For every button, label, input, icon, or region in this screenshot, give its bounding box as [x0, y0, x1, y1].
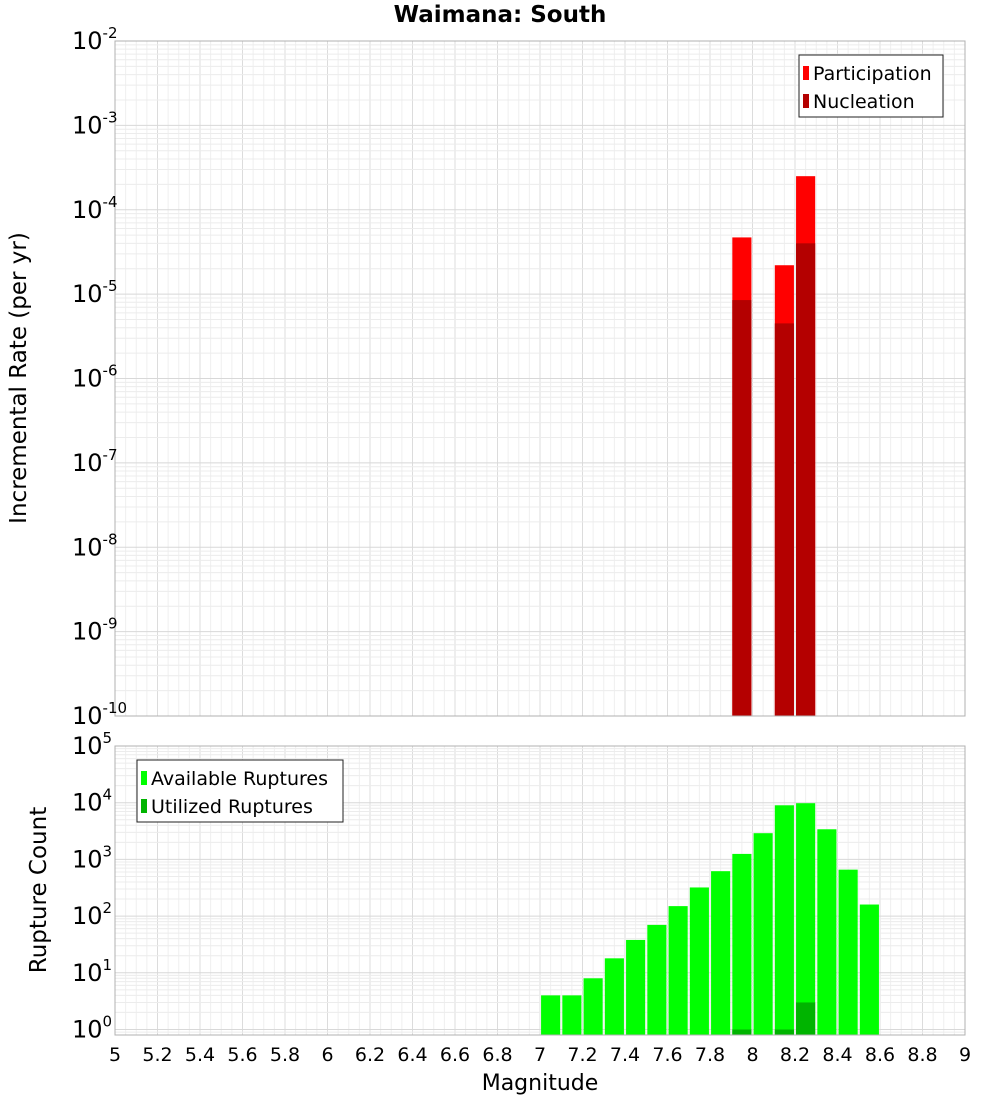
y-tick-label: 10-10: [72, 699, 127, 730]
x-tick-label: 8.6: [865, 1044, 895, 1066]
bar: [774, 1029, 794, 1035]
y-tick-label: 105: [72, 729, 112, 760]
legend-swatch: [141, 771, 147, 785]
y-tick-label: 10-3: [72, 108, 118, 139]
legend-label: Participation: [813, 63, 932, 85]
x-tick-label: 8.8: [907, 1044, 937, 1066]
bar: [774, 323, 794, 716]
x-tick-label: 7.4: [610, 1044, 640, 1066]
x-tick-labels: 5 5.2 5.4 5.6 5.8 6 6.2 6.4 6.6 6.8 7 7.2 7.4 7.6 7.8 8…: [109, 1044, 971, 1066]
x-tick-label: 8: [746, 1044, 758, 1066]
magnitude-axis-label: Magnitude: [482, 1071, 599, 1096]
chart-title: Waimana: South: [394, 2, 607, 28]
y-tick-label: 10-2: [72, 24, 118, 55]
y-tick-label: 10-8: [72, 530, 118, 561]
x-tick-label: 5.2: [142, 1044, 172, 1066]
bar: [689, 887, 709, 1035]
count-panel: 100 101 102 103 104 105 Available Ruptures Util…: [72, 729, 971, 1066]
bar: [583, 978, 603, 1035]
y-tick-label: 10-6: [72, 362, 118, 393]
x-tick-label: 9: [959, 1044, 971, 1066]
bar: [838, 869, 858, 1035]
y-tick-label: 103: [72, 842, 112, 873]
bar: [647, 924, 667, 1035]
y-tick-label: 100: [72, 1013, 112, 1044]
x-tick-label: 7.2: [567, 1044, 597, 1066]
y-tick-label: 10-9: [72, 615, 118, 646]
bar: [796, 243, 816, 717]
x-tick-label: 6: [321, 1044, 333, 1066]
legend-label: Nucleation: [813, 91, 915, 113]
x-tick-label: 5.4: [185, 1044, 215, 1066]
bar: [732, 1029, 752, 1035]
x-tick-label: 8.2: [780, 1044, 810, 1066]
bar: [626, 939, 646, 1035]
bar: [859, 904, 879, 1035]
x-tick-label: 6.8: [482, 1044, 512, 1066]
y-tick-label: 101: [72, 956, 112, 987]
series-0: [541, 803, 879, 1035]
y-tick-label: 104: [72, 786, 112, 817]
y-tick-label: 10-4: [72, 193, 118, 224]
series-1: [732, 1002, 816, 1035]
legend: Participation Nucleation: [798, 54, 944, 118]
legend-label: Utilized Ruptures: [151, 796, 313, 818]
grid: [114, 41, 966, 717]
bar: [732, 300, 752, 716]
plot-frame: [114, 745, 966, 1036]
y-tick-labels: 100 101 102 103 104 105: [72, 729, 112, 1044]
rate-panel: 10-10 10-9 10-8 10-7 10-6 10-5 10-4 10-3 10-2 Par…: [72, 24, 966, 730]
bar: [774, 805, 794, 1035]
legend: Available Ruptures Utilized Ruptures: [136, 759, 344, 823]
bar: [796, 803, 816, 1035]
x-tick-label: 5.6: [227, 1044, 257, 1066]
legend-swatch: [141, 799, 147, 813]
bar: [562, 995, 582, 1035]
bar: [817, 829, 837, 1035]
rate-axis-label: Incremental Rate (per yr): [6, 232, 32, 524]
x-tick-label: 7.8: [695, 1044, 725, 1066]
legend-box: [798, 54, 944, 118]
x-tick-label: 5.8: [270, 1044, 300, 1066]
bar: [796, 1002, 816, 1035]
bar: [541, 995, 561, 1035]
legend-swatch: [803, 94, 809, 108]
plot-frame: [114, 40, 966, 717]
x-tick-label: 7.6: [652, 1044, 682, 1066]
bar: [732, 853, 752, 1035]
y-tick-label: 10-7: [72, 446, 118, 477]
bar: [753, 833, 773, 1035]
y-tick-label: 10-5: [72, 277, 118, 308]
legend-box: [136, 759, 344, 823]
series-1: [732, 243, 816, 717]
legend-label: Available Ruptures: [151, 768, 328, 790]
bar: [711, 871, 731, 1035]
bar: [604, 958, 624, 1035]
x-tick-label: 6.2: [355, 1044, 385, 1066]
x-tick-label: 6.4: [397, 1044, 427, 1066]
legend-swatch: [803, 66, 809, 80]
count-axis-label: Rupture Count: [26, 807, 52, 973]
y-tick-label: 102: [72, 899, 112, 930]
x-tick-label: 5: [109, 1044, 121, 1066]
x-tick-label: 7: [534, 1044, 546, 1066]
x-tick-label: 6.6: [440, 1044, 470, 1066]
x-tick-label: 8.4: [822, 1044, 852, 1066]
y-tick-labels: 10-10 10-9 10-8 10-7 10-6 10-5 10-4 10-3 10-2: [72, 24, 127, 730]
bar: [668, 906, 688, 1035]
